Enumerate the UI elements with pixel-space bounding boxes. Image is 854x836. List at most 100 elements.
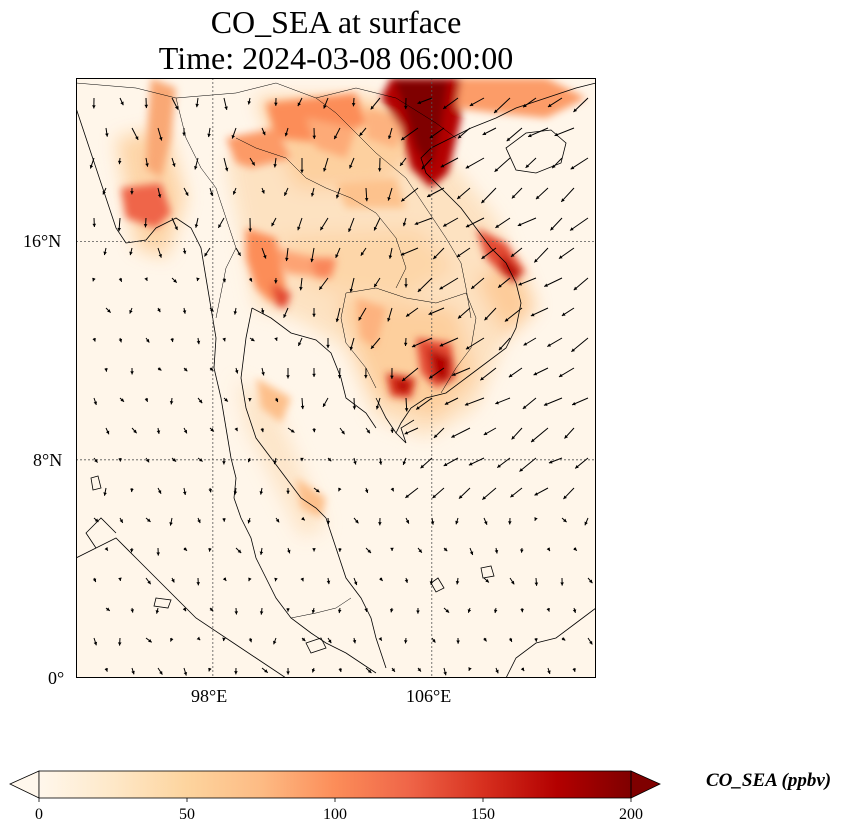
wind-arrow xyxy=(131,127,139,141)
wind-arrow xyxy=(429,127,445,139)
wind-arrow xyxy=(301,516,306,521)
wind-arrow xyxy=(233,487,238,495)
wind-arrow xyxy=(482,487,497,500)
wind-arrow xyxy=(352,397,357,410)
wind-arrow xyxy=(352,637,357,644)
wind-arrow xyxy=(286,607,290,612)
wind-arrow xyxy=(194,217,199,228)
wind-arrow xyxy=(484,307,497,321)
wind-arrow xyxy=(564,427,575,439)
wind-arrow xyxy=(118,457,122,462)
wind-arrow xyxy=(301,637,306,642)
wind-arrow xyxy=(442,97,459,110)
wind-arrow xyxy=(286,667,290,675)
colorbar-tick-label: 200 xyxy=(619,806,643,823)
wind-arrow xyxy=(573,97,589,113)
wind-arrow xyxy=(144,97,149,109)
wind-arrow xyxy=(170,637,174,642)
wind-arrow xyxy=(103,247,107,256)
wind-arrow xyxy=(508,367,523,378)
wind-arrow xyxy=(222,457,226,465)
lon-label-106e: 106°E xyxy=(406,686,452,706)
wind-arrow xyxy=(522,97,537,108)
wind-arrow xyxy=(300,397,305,410)
wind-arrow xyxy=(297,337,303,347)
wind-arrow xyxy=(171,277,178,284)
wind-arrow xyxy=(223,397,229,402)
wind-arrow xyxy=(157,187,162,198)
wind-arrow xyxy=(283,307,289,318)
wind-arrow xyxy=(338,547,342,552)
wind-arrow xyxy=(337,367,342,379)
wind-arrow xyxy=(533,247,549,263)
wind-arrow xyxy=(359,127,367,137)
wind-arrow xyxy=(157,487,162,494)
wind-arrow xyxy=(131,427,138,434)
wind-arrow xyxy=(365,547,372,554)
wind-arrow xyxy=(274,577,278,582)
wind-arrow xyxy=(465,157,485,169)
wind-arrow xyxy=(195,97,199,108)
wind-arrow xyxy=(494,547,499,554)
wind-arrow xyxy=(235,547,242,554)
wind-arrow xyxy=(129,307,133,314)
wind-arrow xyxy=(364,487,369,494)
wind-arrow xyxy=(353,577,358,586)
wind-arrow xyxy=(439,337,459,347)
wind-arrow xyxy=(259,547,264,555)
wind-arrow xyxy=(93,457,98,463)
wind-arrow xyxy=(144,277,148,282)
lat-label-16n: 16°N xyxy=(23,231,62,251)
wind-arrow xyxy=(247,517,251,524)
wind-arrow xyxy=(261,667,269,674)
wind-arrow xyxy=(573,547,578,552)
wind-arrow xyxy=(261,367,265,376)
wind-arrow xyxy=(312,127,317,139)
wind-arrow xyxy=(196,577,201,586)
wind-arrow xyxy=(388,247,393,259)
wind-arrow xyxy=(105,427,110,435)
wind-arrow xyxy=(208,487,213,493)
wind-arrow xyxy=(458,487,471,500)
wind-arrow xyxy=(574,457,589,469)
wind-arrow xyxy=(323,97,329,109)
wind-arrow xyxy=(520,547,524,553)
wind-arrow xyxy=(464,397,485,406)
wind-arrow xyxy=(404,397,409,412)
wind-arrow xyxy=(207,127,211,138)
wind-arrow xyxy=(558,367,575,378)
wind-arrow xyxy=(534,637,538,642)
wind-arrow xyxy=(275,517,280,523)
wind-arrow xyxy=(493,97,511,114)
wind-arrow xyxy=(209,307,214,312)
wind-arrow xyxy=(89,157,95,169)
wind-arrow xyxy=(217,217,225,229)
wind-arrow xyxy=(358,307,367,321)
wind-arrow xyxy=(403,337,408,347)
wind-arrow xyxy=(248,577,252,582)
wind-arrow xyxy=(456,637,460,644)
wind-arrow xyxy=(274,397,279,403)
wind-arrow xyxy=(310,247,315,263)
wind-arrow xyxy=(182,487,187,496)
wind-arrow xyxy=(130,607,135,613)
wind-arrow xyxy=(420,457,433,469)
wind-arrow xyxy=(405,307,419,317)
colorbar xyxy=(9,770,661,802)
wind-arrow xyxy=(145,517,151,523)
wind-arrow xyxy=(378,637,383,641)
wind-arrow xyxy=(157,307,161,313)
wind-arrow xyxy=(231,127,237,139)
wind-arrow xyxy=(145,577,152,585)
wind-arrow xyxy=(481,187,497,204)
wind-arrow xyxy=(455,577,460,585)
wind-arrow xyxy=(400,187,419,202)
wind-arrow xyxy=(182,607,187,612)
wind-arrow xyxy=(469,97,485,107)
wind-arrow xyxy=(404,577,409,584)
wind-arrow xyxy=(105,307,111,313)
wind-arrow xyxy=(249,157,256,166)
wind-arrow xyxy=(483,577,490,583)
wind-arrow xyxy=(563,487,575,500)
wind-arrow xyxy=(403,637,408,644)
